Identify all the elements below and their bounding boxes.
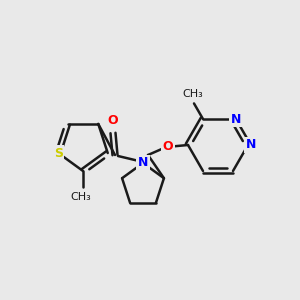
Text: N: N [138, 157, 148, 169]
Text: CH₃: CH₃ [183, 89, 203, 99]
Text: N: N [231, 112, 241, 125]
Text: O: O [163, 140, 173, 154]
Text: CH₃: CH₃ [70, 192, 92, 202]
Text: N: N [246, 139, 256, 152]
Text: O: O [108, 115, 118, 128]
Text: S: S [54, 146, 63, 160]
